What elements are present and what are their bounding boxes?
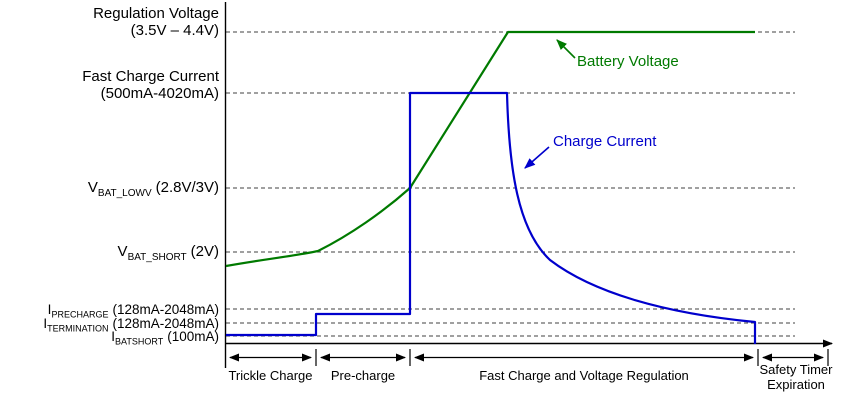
label-iprecharge: IPRECHARGE (128mA-2048mA) <box>0 302 219 323</box>
phase-label-safety-timer: Safety Timer Expiration <box>750 362 842 392</box>
regulation-voltage-range: (3.5V – 4.4V) <box>130 22 219 39</box>
gridlines <box>226 31 795 337</box>
charge-current-label: Charge Current <box>553 133 657 150</box>
safety-timer-line2: Expiration <box>767 376 825 392</box>
fast-charge-current-range: (500mA-4020mA) <box>100 85 219 102</box>
battery-voltage-label: Battery Voltage <box>577 53 679 70</box>
itermination-value: (128mA-2048mA) <box>112 316 219 331</box>
label-ibatshort: IBATSHORT (100mA) <box>0 329 219 350</box>
vbat-lowv-symbol: V <box>87 179 98 196</box>
iprecharge-symbol: I <box>47 302 52 317</box>
itermination-symbol: I <box>43 316 48 331</box>
phase-label-precharge: Pre-charge <box>330 368 396 383</box>
iprecharge-value: (128mA-2048mA) <box>112 302 219 317</box>
label-regulation-voltage: Regulation Voltage (3.5V – 4.4V) <box>0 5 219 39</box>
label-vbat-lowv: VBAT_LOWV (2.8V/3V) <box>0 180 219 202</box>
phase-label-fast-charge: Fast Charge and Voltage Regulation <box>479 368 689 383</box>
vbat-short-symbol: V <box>117 243 128 260</box>
vbat-short-subscript: BAT_SHORT <box>127 252 187 263</box>
charge-current-curve <box>226 91 757 344</box>
phase-label-trickle-charge: Trickle Charge <box>228 368 313 383</box>
fast-charge-current-name: Fast Charge Current <box>82 68 219 85</box>
vbat-lowv-subscript: BAT_LOWV <box>97 188 152 199</box>
vbat-lowv-value: (2.8V/3V) <box>155 179 219 196</box>
battery-voltage-curve <box>225 30 755 268</box>
label-itermination: ITERMINATION (128mA-2048mA) <box>0 316 219 337</box>
phase-ticks <box>315 349 829 366</box>
ibatshort-subscript: BATSHORT <box>115 336 164 347</box>
label-fast-charge-current: Fast Charge Current (500mA-4020mA) <box>0 68 219 102</box>
itermination-subscript: TERMINATION <box>47 323 109 334</box>
battery-voltage-pointer-arrow <box>556 39 576 59</box>
ibatshort-symbol: I <box>111 329 116 344</box>
safety-timer-line1: Safety Timer <box>759 362 833 377</box>
iprecharge-subscript: PRECHARGE <box>51 309 109 320</box>
label-vbat-short: VBAT_SHORT (2V) <box>0 244 219 266</box>
regulation-voltage-name: Regulation Voltage <box>93 5 219 22</box>
ibatshort-value: (100mA) <box>167 329 219 344</box>
vbat-short-value: (2V) <box>190 243 219 260</box>
charge-current-pointer-arrow <box>524 146 550 169</box>
